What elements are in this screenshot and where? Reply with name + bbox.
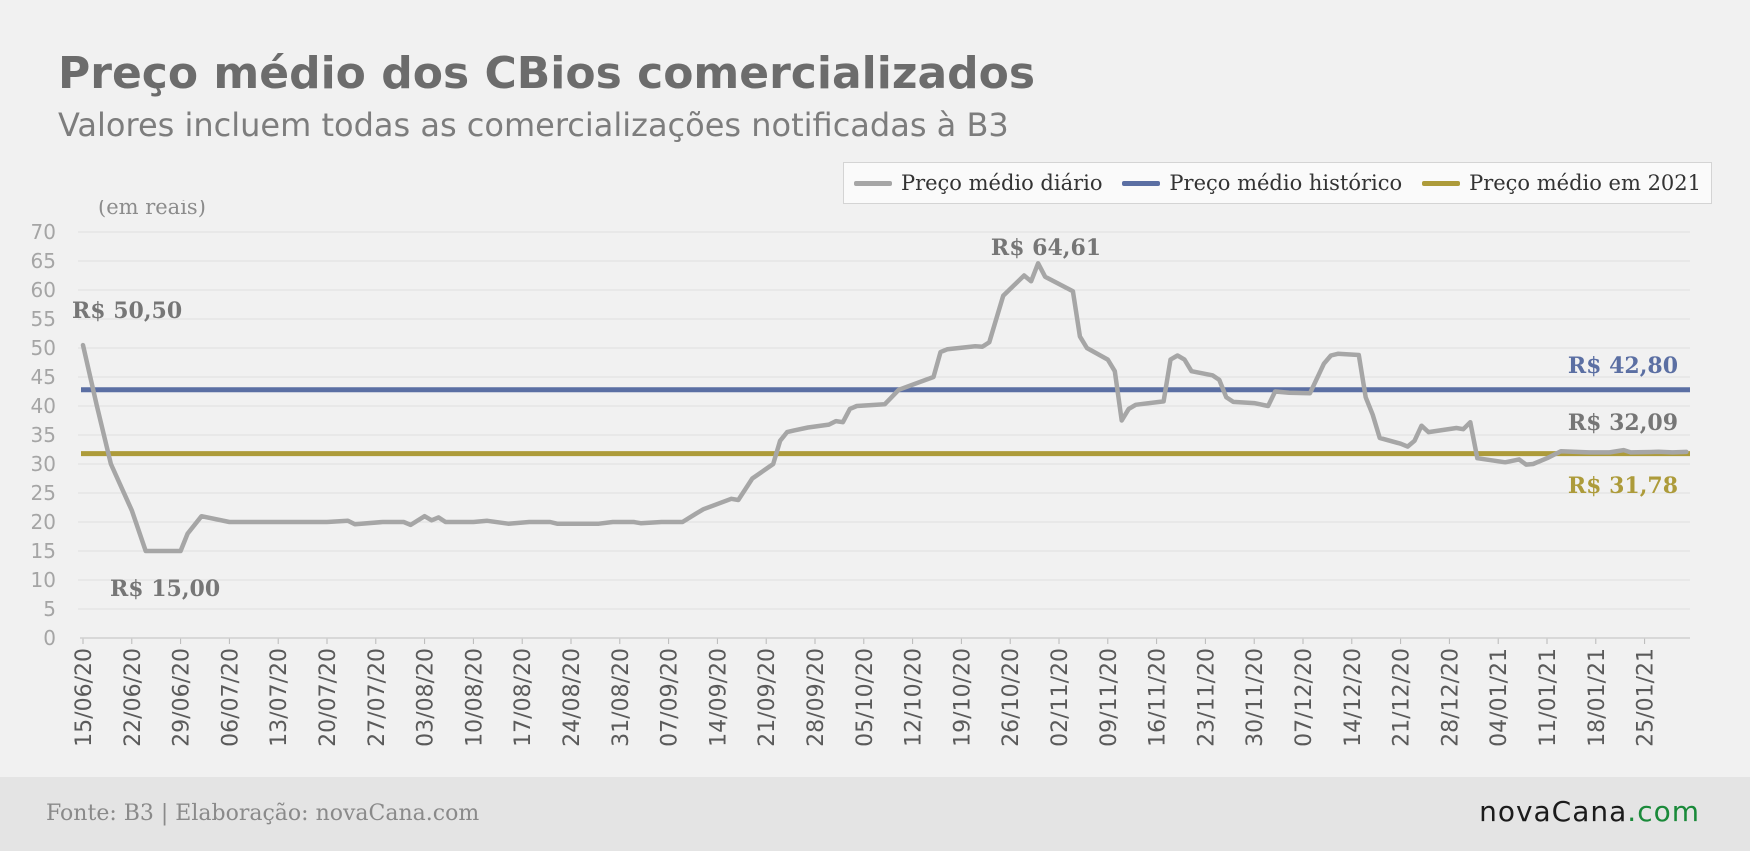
brand-name: novaCana (1479, 795, 1628, 828)
data-annotation-label: R$ 42,80 (1568, 353, 1678, 379)
x-tick-label: 19/10/20 (950, 648, 975, 747)
x-tick-label: 12/10/20 (902, 648, 927, 747)
y-tick-label: 25 (31, 481, 56, 505)
legend-item-2021: Preço médio em 2021 (1422, 171, 1701, 195)
y-tick-label: 45 (31, 365, 56, 389)
x-tick-label: 28/12/20 (1438, 648, 1463, 747)
x-tick-label: 22/06/20 (121, 648, 146, 747)
x-tick-label: 23/11/20 (1194, 648, 1219, 747)
x-tick-label: 06/07/20 (218, 648, 243, 747)
x-tick-label: 05/10/20 (853, 648, 878, 747)
x-tick-label: 09/11/20 (1097, 648, 1122, 747)
source-note: Fonte: B3 | Elaboração: novaCana.com (46, 801, 480, 826)
y-tick-label: 60 (31, 278, 56, 302)
y-axis-unit-label: (em reais) (98, 200, 206, 219)
chart-title: Preço médio dos CBios comercializados (58, 48, 1036, 99)
chart-legend: Preço médio diário Preço médio histórico… (843, 162, 1712, 204)
y-tick-label: 30 (31, 452, 56, 476)
y-tick-label: 5 (43, 597, 56, 621)
y-tick-label: 40 (31, 394, 56, 418)
legend-swatch-2021 (1422, 180, 1461, 186)
x-tick-label: 15/06/20 (72, 648, 97, 747)
x-tick-label: 17/08/20 (511, 648, 536, 747)
x-tick-label: 13/07/20 (267, 648, 292, 747)
x-tick-label: 10/08/20 (462, 648, 487, 747)
legend-label-2021: Preço médio em 2021 (1469, 171, 1702, 195)
legend-item-historical: Preço médio histórico (1122, 171, 1402, 195)
daily-price-line (80, 261, 1689, 554)
x-tick-label: 29/06/20 (170, 648, 195, 747)
brand-logo: novaCana.com (1479, 795, 1700, 828)
y-tick-label: 55 (31, 307, 56, 331)
x-tick-label: 14/09/20 (706, 648, 731, 747)
data-annotation-label: R$ 64,61 (991, 235, 1101, 261)
data-annotation-label: R$ 50,50 (72, 298, 182, 324)
data-annotation-label: R$ 15,00 (110, 576, 220, 602)
legend-label-daily: Preço médio diário (900, 171, 1103, 195)
chart-subtitle: Valores incluem todas as comercializaçõe… (58, 106, 1009, 144)
x-tick-label: 16/11/20 (1146, 648, 1171, 747)
x-tick-label: 07/09/20 (658, 648, 683, 747)
grid-lines (78, 231, 1690, 610)
y-tick-label: 65 (31, 249, 56, 273)
x-tick-label: 11/01/21 (1536, 648, 1561, 747)
x-tick-label: 20/07/20 (316, 648, 341, 747)
legend-label-historical: Preço médio histórico (1169, 171, 1403, 195)
x-tick-label: 02/11/20 (1048, 648, 1073, 747)
x-tick-label: 28/09/20 (804, 648, 829, 747)
y-axis-ticks: 0 5 10 15 20 25 30 35 40 45 50 55 60 65 70 (31, 220, 56, 650)
footer: Fonte: B3 | Elaboração: novaCana.com nov… (0, 777, 1750, 851)
series-lines (80, 261, 1690, 554)
x-tick-label: 03/08/20 (414, 648, 439, 747)
x-tick-label: 07/12/20 (1292, 648, 1317, 747)
y-tick-label: 35 (31, 423, 56, 447)
y-tick-label: 10 (31, 568, 56, 592)
y-tick-label: 15 (31, 539, 56, 563)
data-annotations: R$ 50,50 R$ 15,00 R$ 64,61 R$ 42,80 R$ 32,09… (72, 235, 1678, 602)
x-tick-label: 24/08/20 (560, 648, 585, 747)
y-tick-label: 70 (31, 220, 56, 244)
x-tick-label: 30/11/20 (1243, 648, 1268, 747)
y-tick-label: 20 (31, 510, 56, 534)
x-tick-label: 18/01/21 (1585, 648, 1610, 747)
x-tick-label: 27/07/20 (365, 648, 390, 747)
line-chart: (em reais) 0510152025303540455055606570 … (31, 200, 1690, 747)
data-annotation-label: R$ 32,09 (1568, 410, 1678, 436)
x-tick-label: 26/10/20 (999, 648, 1024, 747)
x-tick-label: 04/01/21 (1487, 648, 1512, 747)
brand-tld: .com (1627, 795, 1700, 828)
data-annotation-label: R$ 31,78 (1568, 473, 1678, 499)
x-tick-label: 21/12/20 (1390, 648, 1415, 747)
legend-item-daily: Preço médio diário (853, 171, 1103, 195)
y-tick-label: 0 (43, 626, 56, 650)
legend-swatch-historical (1122, 180, 1161, 186)
y-tick-label: 50 (31, 336, 56, 360)
x-tick-label: 14/12/20 (1341, 648, 1366, 747)
x-tick-label: 21/09/20 (755, 648, 780, 747)
x-axis-ticks: 15/06/20 22/06/20 29/06/20 06/07/20 13/07/20… (72, 638, 1659, 747)
x-tick-label: 25/01/21 (1634, 648, 1659, 747)
legend-swatch-daily (853, 180, 892, 186)
x-tick-label: 31/08/20 (609, 648, 634, 747)
